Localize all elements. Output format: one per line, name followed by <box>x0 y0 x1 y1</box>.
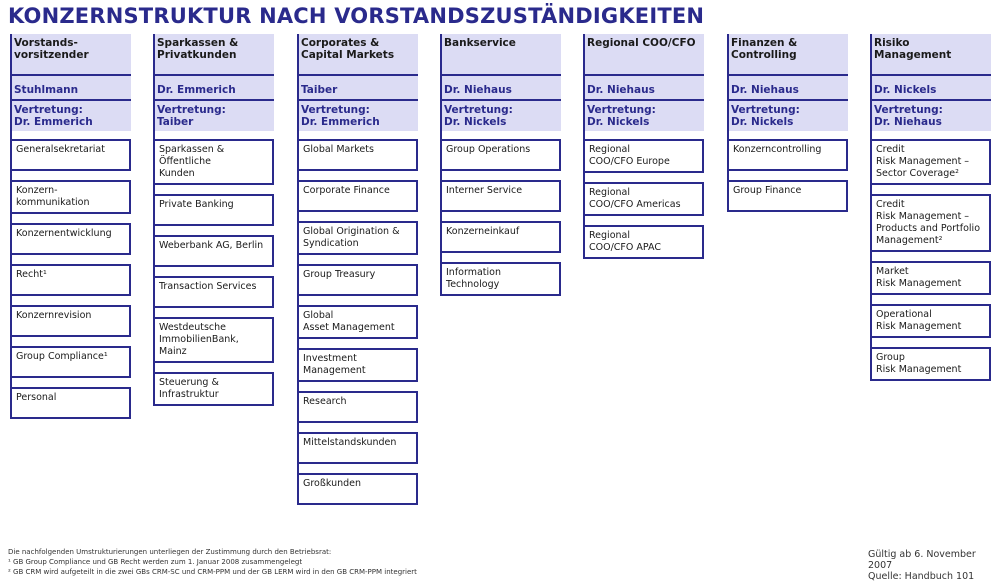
board-column: Regional COO/CFO Dr. Niehaus Vertretung: D… <box>583 34 704 259</box>
unit-box: Regional COO/CFO APAC <box>583 225 704 259</box>
division-header: Vorstands- vorsitzender <box>10 34 131 76</box>
unit-box: Group Compliance¹ <box>10 346 131 378</box>
deputy: Vertretung: Dr. Nickels <box>440 101 561 131</box>
board-member: Dr. Niehaus <box>440 76 561 101</box>
unit-list: Sparkassen & Öffentliche Kunden Private B… <box>153 139 274 406</box>
unit-box: Credit Risk Management – Products and Po… <box>870 194 991 252</box>
unit-list: Credit Risk Management – Sector Coverage… <box>870 139 991 381</box>
footnote-1: ¹ GB Group Compliance und GB Recht werde… <box>8 558 303 566</box>
unit-box: Corporate Finance <box>297 180 418 212</box>
deputy: Vertretung: Dr. Nickels <box>583 101 704 131</box>
unit-box: Credit Risk Management – Sector Coverage… <box>870 139 991 185</box>
unit-box: Konzernrevision <box>10 305 131 337</box>
page-title: KONZERNSTRUKTUR NACH VORSTANDSZUSTÄNDIGK… <box>8 4 705 28</box>
unit-box: Konzerncontrolling <box>727 139 848 171</box>
board-column: Risiko Management Dr. Nickels Vertretung: … <box>870 34 991 381</box>
unit-box: Group Treasury <box>297 264 418 296</box>
division-header: Finanzen & Controlling <box>727 34 848 76</box>
board-member: Taiber <box>297 76 418 101</box>
footnote-2: ² GB CRM wird aufgeteilt in die zwei GBs… <box>8 568 417 576</box>
division-header: Bankservice <box>440 34 561 76</box>
deputy: Vertretung: Dr. Nickels <box>727 101 848 131</box>
board-member: Stuhlmann <box>10 76 131 101</box>
unit-box: Konzerneinkauf <box>440 221 561 253</box>
unit-box: Global Asset Management <box>297 305 418 339</box>
unit-box: Interner Service <box>440 180 561 212</box>
unit-box: Group Finance <box>727 180 848 212</box>
division-header: Regional COO/CFO <box>583 34 704 76</box>
unit-box: Mittelstandskunden <box>297 432 418 464</box>
division-header: Risiko Management <box>870 34 991 76</box>
source: Quelle: Handbuch 101 <box>868 571 975 582</box>
deputy: Vertretung: Dr. Niehaus <box>870 101 991 131</box>
unit-box: Konzernentwicklung <box>10 223 131 255</box>
unit-box: Global Markets <box>297 139 418 171</box>
unit-box: Personal <box>10 387 131 419</box>
unit-list: Konzerncontrolling Group Finance <box>727 139 848 212</box>
unit-box: Operational Risk Management <box>870 304 991 338</box>
unit-list: Generalsekretariat Konzern- kommunikation… <box>10 139 131 419</box>
unit-box: Information Technology <box>440 262 561 296</box>
source-info: Gültig ab 6. November 2007 Quelle: Handb… <box>868 549 1000 582</box>
board-column: Corporates & Capital Markets Taiber Vertre… <box>297 34 418 505</box>
board-column: Bankservice Dr. Niehaus Vertretung: Dr. Ni… <box>440 34 561 296</box>
unit-box: Transaction Services <box>153 276 274 308</box>
board-member: Dr. Niehaus <box>727 76 848 101</box>
board-column: Sparkassen & Privatkunden Dr. Emmerich Ver… <box>153 34 274 406</box>
footnote-intro: Die nachfolgenden Umstrukturierungen unt… <box>8 548 332 556</box>
unit-box: Private Banking <box>153 194 274 226</box>
unit-box: Group Operations <box>440 139 561 171</box>
unit-box: Generalsekretariat <box>10 139 131 171</box>
board-member: Dr. Niehaus <box>583 76 704 101</box>
board-column: Vorstands- vorsitzender Stuhlmann Vertretu… <box>10 34 131 419</box>
deputy: Vertretung: Dr. Emmerich <box>10 101 131 131</box>
unit-box: Konzern- kommunikation <box>10 180 131 214</box>
board-member: Dr. Nickels <box>870 76 991 101</box>
unit-box: Westdeutsche ImmobilienBank, Mainz <box>153 317 274 363</box>
unit-box: Steuerung & Infrastruktur <box>153 372 274 406</box>
unit-box: Market Risk Management <box>870 261 991 295</box>
unit-list: Group Operations Interner Service Konzerne… <box>440 139 561 296</box>
board-column: Finanzen & Controlling Dr. Niehaus Vertret… <box>727 34 848 212</box>
unit-box: Global Origination & Syndication <box>297 221 418 255</box>
unit-box: Regional COO/CFO Americas <box>583 182 704 216</box>
unit-box: Regional COO/CFO Europe <box>583 139 704 173</box>
unit-box: Großkunden <box>297 473 418 505</box>
unit-box: Recht¹ <box>10 264 131 296</box>
footnotes: Die nachfolgenden Umstrukturierungen unt… <box>8 547 417 577</box>
unit-box: Sparkassen & Öffentliche Kunden <box>153 139 274 185</box>
division-header: Sparkassen & Privatkunden <box>153 34 274 76</box>
board-member: Dr. Emmerich <box>153 76 274 101</box>
unit-list: Global Markets Corporate Finance Global Or… <box>297 139 418 505</box>
division-header: Corporates & Capital Markets <box>297 34 418 76</box>
unit-box: Investment Management <box>297 348 418 382</box>
deputy: Vertretung: Dr. Emmerich <box>297 101 418 131</box>
unit-box: Research <box>297 391 418 423</box>
deputy: Vertretung: Taiber <box>153 101 274 131</box>
unit-box: Group Risk Management <box>870 347 991 381</box>
validity-date: Gültig ab 6. November 2007 <box>868 549 976 571</box>
unit-box: Weberbank AG, Berlin <box>153 235 274 267</box>
unit-list: Regional COO/CFO Europe Regional COO/CFO … <box>583 139 704 259</box>
